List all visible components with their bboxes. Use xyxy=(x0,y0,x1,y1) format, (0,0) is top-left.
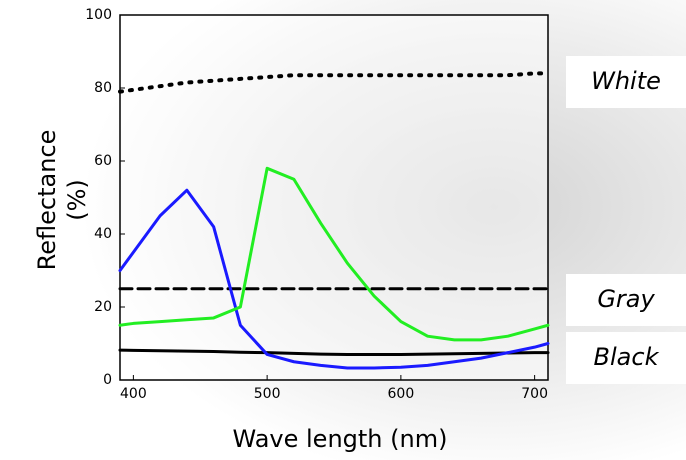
legend-box xyxy=(566,56,686,108)
y-tick-label: 0 xyxy=(103,372,112,388)
y-tick-label: 40 xyxy=(94,226,112,242)
y-tick-label: 100 xyxy=(85,7,112,23)
legend-box xyxy=(566,274,686,326)
x-tick-label: 500 xyxy=(254,386,281,402)
y-label: (%) xyxy=(63,179,91,221)
plot-area xyxy=(119,14,549,381)
legend-label: White xyxy=(591,67,661,95)
x-tick-label: 400 xyxy=(120,386,147,402)
series-line xyxy=(118,348,550,356)
x-label: Wave length (nm) xyxy=(233,425,448,453)
y-tick-label: 60 xyxy=(94,153,112,169)
legend-label: Gray xyxy=(597,285,655,313)
series-line xyxy=(118,188,550,370)
y-tick-label: 80 xyxy=(94,80,112,96)
legend-box xyxy=(566,332,686,384)
series-line xyxy=(118,71,550,94)
y-label: Reflectance xyxy=(33,130,61,271)
x-tick-label: 700 xyxy=(521,386,548,402)
x-tick-label: 600 xyxy=(388,386,415,402)
series-line xyxy=(118,166,550,342)
legend-label: Black xyxy=(594,343,660,371)
y-tick-label: 20 xyxy=(94,299,112,315)
